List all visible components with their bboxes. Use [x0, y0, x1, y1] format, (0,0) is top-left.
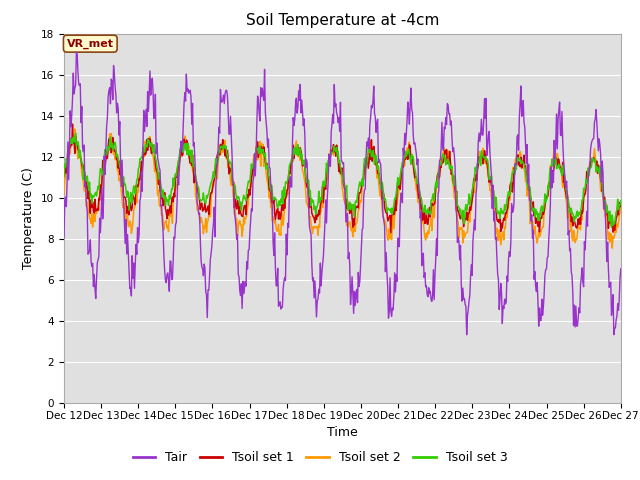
Legend: Tair, Tsoil set 1, Tsoil set 2, Tsoil set 3: Tair, Tsoil set 1, Tsoil set 2, Tsoil se… — [127, 446, 513, 469]
Text: VR_met: VR_met — [67, 38, 114, 49]
Title: Soil Temperature at -4cm: Soil Temperature at -4cm — [246, 13, 439, 28]
Y-axis label: Temperature (C): Temperature (C) — [22, 168, 35, 269]
X-axis label: Time: Time — [327, 426, 358, 439]
